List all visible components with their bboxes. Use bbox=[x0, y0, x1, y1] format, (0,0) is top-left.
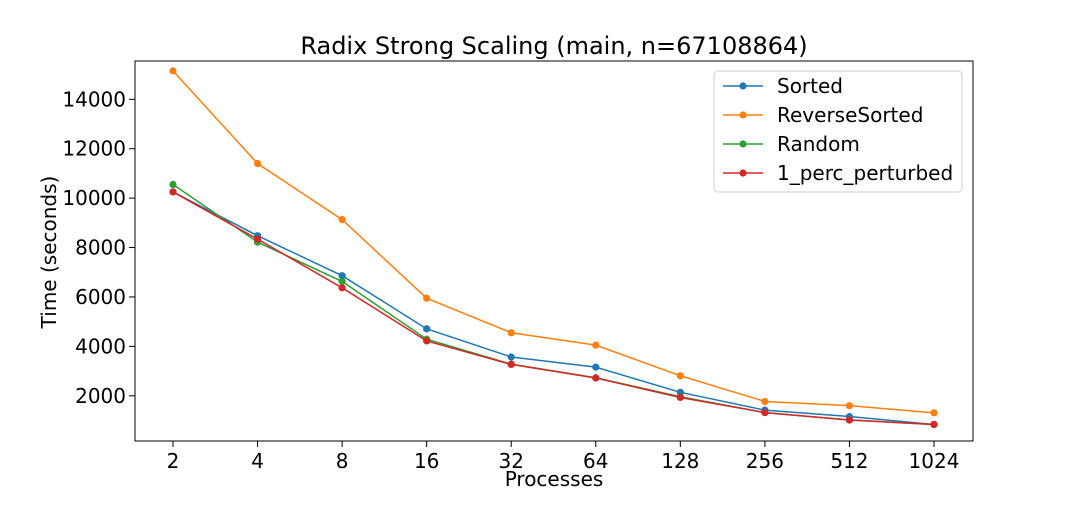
legend-marker bbox=[739, 169, 747, 177]
data-point bbox=[761, 397, 769, 406]
data-point bbox=[930, 409, 938, 417]
data-point bbox=[507, 353, 515, 361]
data-point bbox=[761, 408, 769, 417]
legend-marker bbox=[739, 82, 747, 90]
x-tick-label: 32 bbox=[498, 449, 523, 473]
x-tick-label: 512 bbox=[830, 449, 868, 473]
x-tick-label: 16 bbox=[414, 449, 439, 473]
x-tick-label: 2 bbox=[167, 449, 180, 473]
x-tick-label: 8 bbox=[336, 449, 349, 473]
series-2 bbox=[169, 67, 938, 417]
x-axis-label: Processes bbox=[505, 467, 604, 491]
data-point bbox=[253, 235, 262, 243]
series-1 bbox=[169, 188, 938, 429]
series-line bbox=[172, 183, 935, 426]
series-line bbox=[172, 191, 935, 426]
x-tick-label: 128 bbox=[661, 449, 699, 473]
plot-frame bbox=[134, 60, 974, 442]
series-4 bbox=[169, 188, 938, 429]
data-point bbox=[592, 341, 600, 349]
data-point bbox=[338, 216, 346, 224]
y-tick-label: 4000 bbox=[75, 334, 126, 358]
x-tick-label: 256 bbox=[746, 449, 784, 473]
data-point bbox=[169, 67, 177, 75]
legend-label: ReverseSorted bbox=[777, 103, 923, 127]
series-line bbox=[172, 191, 935, 426]
data-point bbox=[676, 393, 684, 402]
data-point bbox=[423, 337, 431, 345]
series-line bbox=[172, 70, 935, 414]
data-point bbox=[253, 159, 262, 168]
y-tick-label: 10000 bbox=[62, 186, 126, 210]
chart-title: Radix Strong Scaling (main, n=67108864) bbox=[300, 32, 807, 60]
legend-label: 1_perc_perturbed bbox=[777, 161, 953, 185]
data-point bbox=[507, 329, 515, 337]
legend-label: Sorted bbox=[777, 74, 843, 98]
legend-marker bbox=[739, 140, 747, 148]
y-tick-label: 14000 bbox=[62, 87, 126, 111]
y-tick-label: 8000 bbox=[75, 236, 126, 260]
data-point bbox=[338, 277, 346, 285]
data-point bbox=[169, 188, 177, 196]
data-point bbox=[507, 360, 515, 369]
data-point bbox=[676, 372, 684, 380]
data-point bbox=[845, 402, 854, 410]
data-point bbox=[338, 272, 346, 280]
y-tick-label: 12000 bbox=[62, 137, 126, 161]
y-axis-label: Time (seconds) bbox=[37, 176, 61, 330]
data-point bbox=[592, 363, 600, 371]
legend-entry: 1_perc_perturbed bbox=[723, 161, 953, 185]
data-point bbox=[592, 374, 600, 382]
axis-ticks: 2 4 8 16 32 64 128 256 512 1024 2000 4000 6000 8000 10… bbox=[62, 87, 959, 473]
legend-entry: ReverseSorted bbox=[723, 103, 923, 127]
legend-box bbox=[713, 70, 963, 193]
x-tick-label: 4 bbox=[251, 449, 264, 473]
legend-entry: Sorted bbox=[723, 74, 843, 98]
data-point bbox=[930, 420, 938, 429]
data-series bbox=[169, 67, 938, 429]
legend-marker bbox=[739, 111, 747, 119]
data-point bbox=[845, 416, 854, 424]
x-tick-label: 1024 bbox=[909, 449, 960, 473]
data-point bbox=[423, 325, 431, 333]
y-tick-label: 2000 bbox=[75, 384, 126, 408]
data-point bbox=[169, 180, 177, 189]
series-3 bbox=[169, 180, 938, 429]
data-point bbox=[338, 284, 346, 292]
data-point bbox=[423, 294, 431, 302]
y-tick-label: 6000 bbox=[75, 285, 126, 309]
legend-entry: Random bbox=[723, 132, 860, 156]
x-tick-label: 64 bbox=[583, 449, 608, 473]
legend-label: Random bbox=[777, 132, 860, 156]
legend: Sorted ReverseSorted Random 1_perc_perturbe… bbox=[713, 70, 963, 193]
